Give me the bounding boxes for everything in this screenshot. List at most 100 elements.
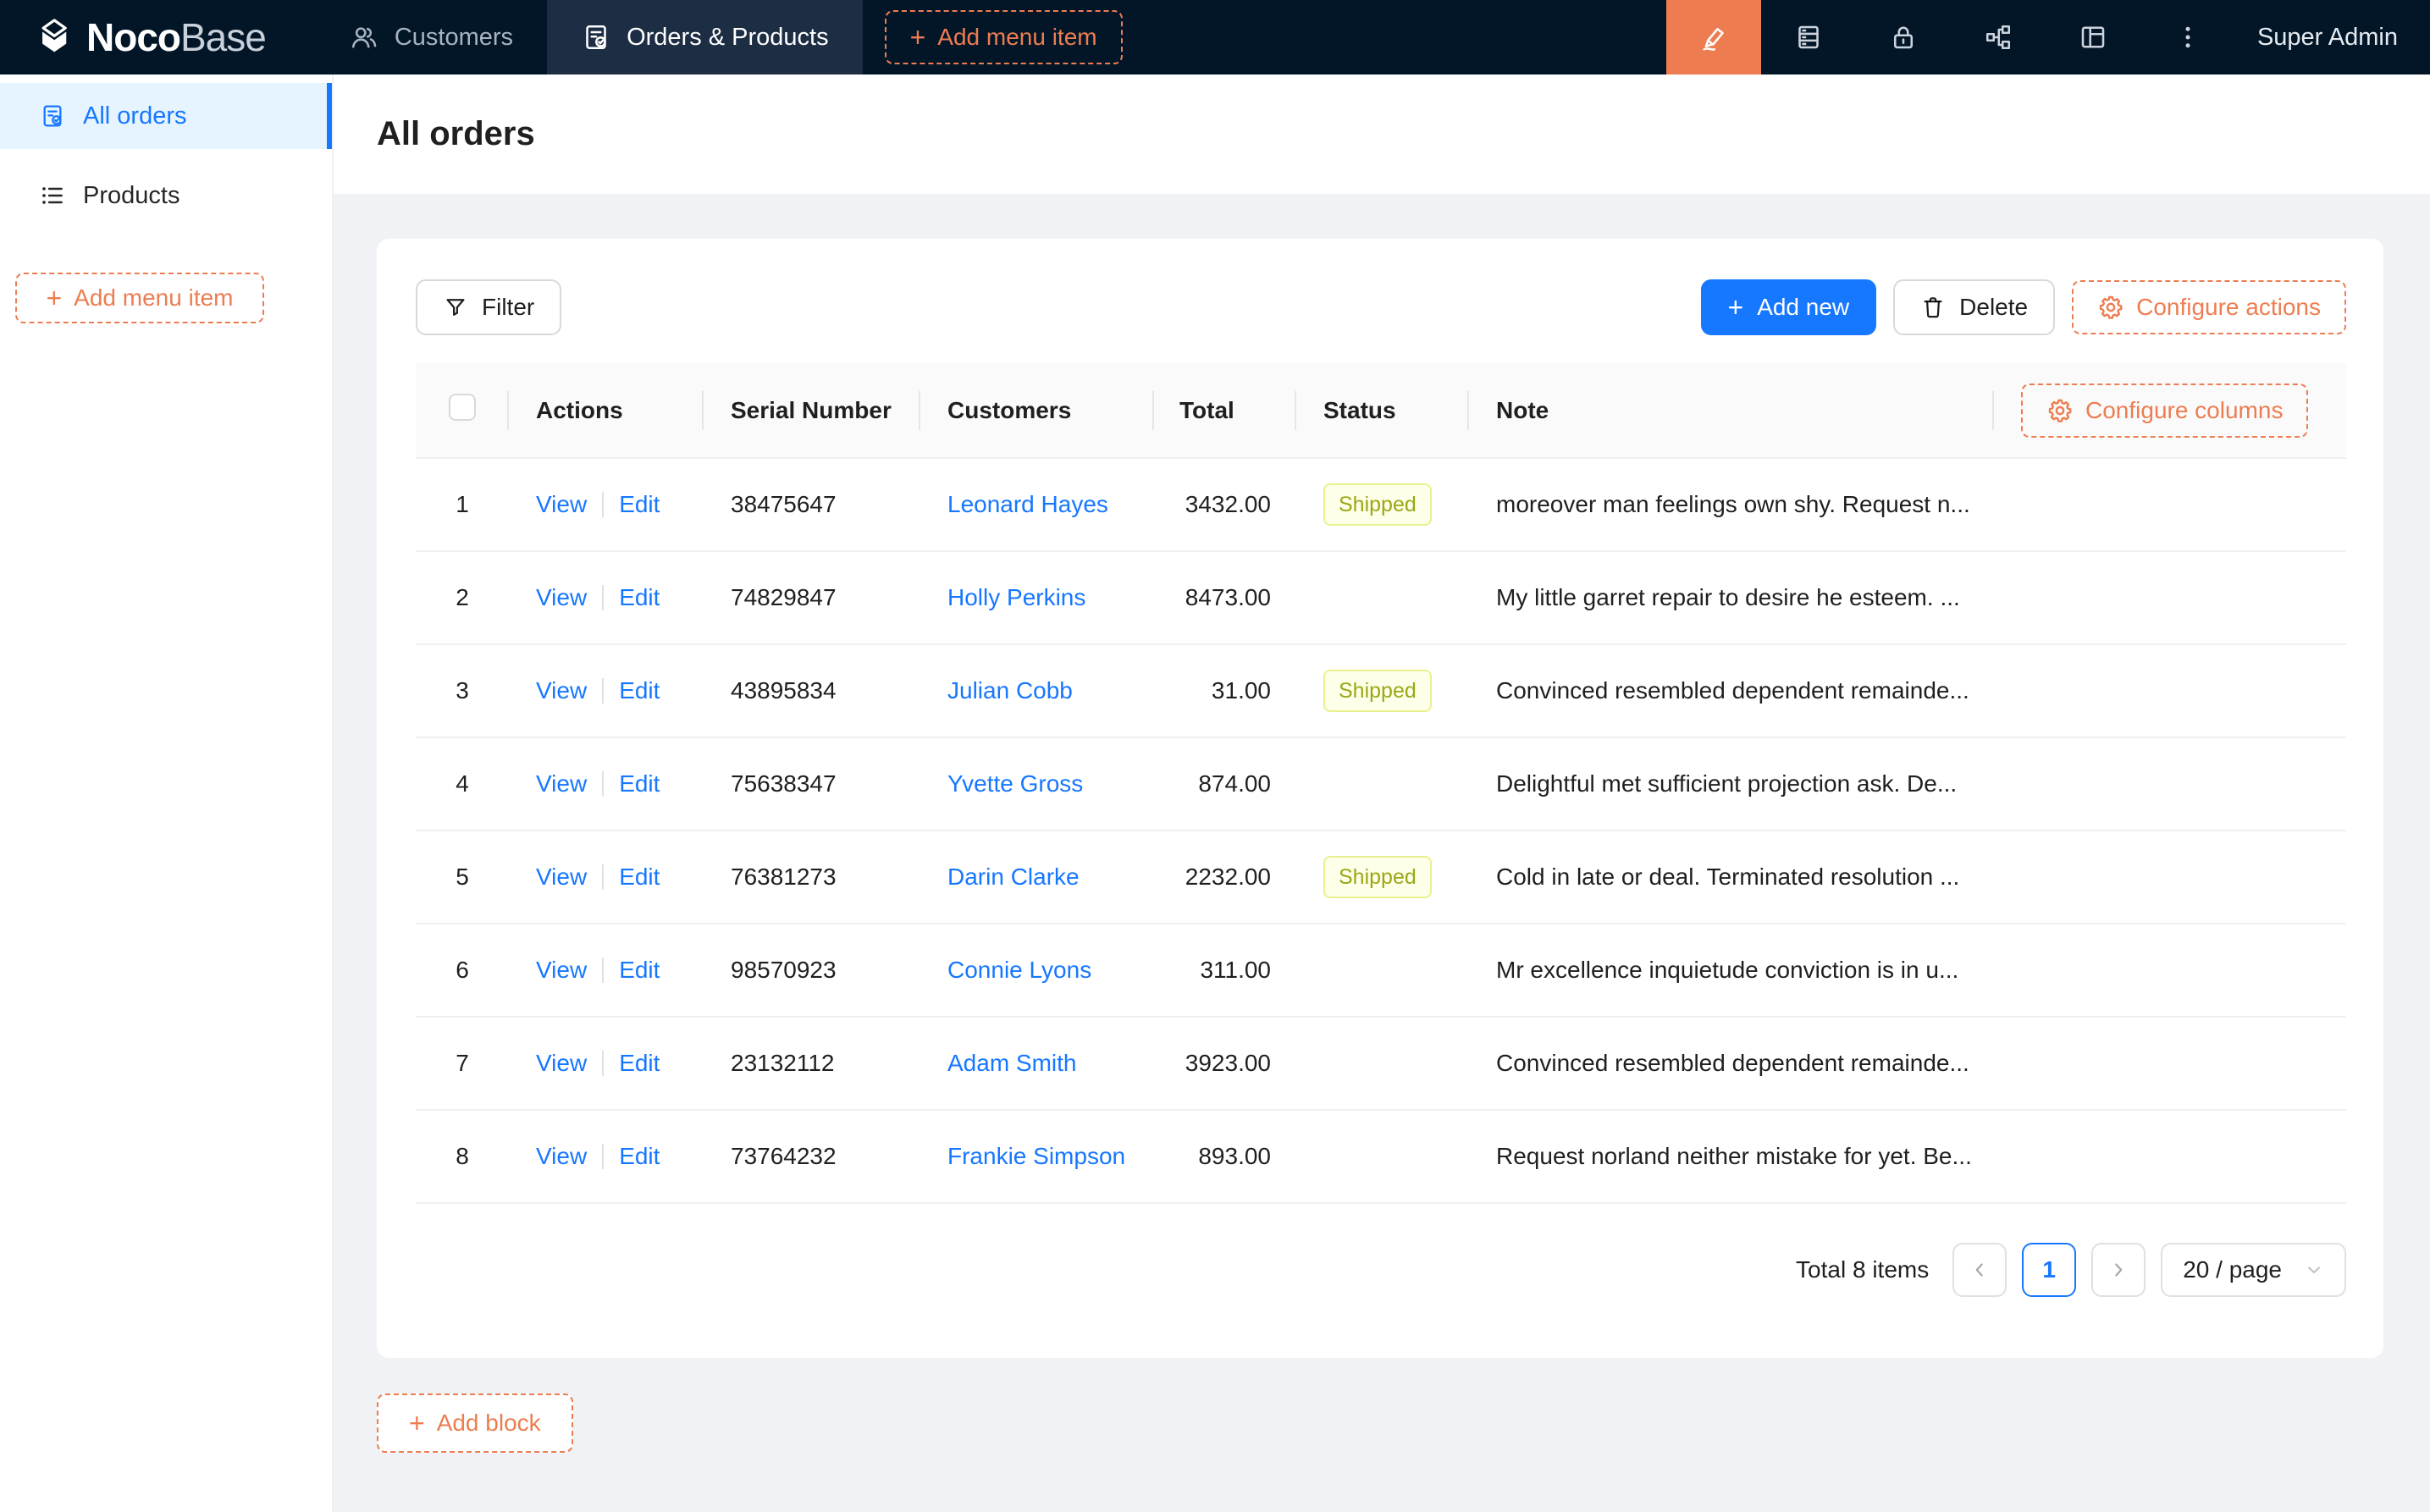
column-header-note: Note bbox=[1469, 363, 1994, 458]
highlighter-icon bbox=[1698, 22, 1729, 52]
customer-link[interactable]: Frankie Simpson bbox=[947, 1143, 1126, 1169]
add-block-label: Add block bbox=[436, 1410, 541, 1436]
note-cell: Request norland neither mistake for yet.… bbox=[1469, 1110, 1994, 1204]
database-button[interactable] bbox=[1761, 0, 1856, 74]
edit-link[interactable]: Edit bbox=[619, 1050, 660, 1076]
view-link[interactable]: View bbox=[536, 1143, 588, 1169]
pagination-total: Total 8 items bbox=[1796, 1256, 1930, 1283]
action-divider bbox=[602, 1051, 605, 1076]
edit-link[interactable]: Edit bbox=[619, 584, 660, 610]
sidebar-add-menu-item-button[interactable]: + Add menu item bbox=[15, 273, 264, 323]
add-block-button[interactable]: + Add block bbox=[377, 1393, 573, 1453]
view-link[interactable]: View bbox=[536, 677, 588, 704]
ui-editor-button[interactable] bbox=[1665, 0, 1761, 74]
total-cell: 893.00 bbox=[1154, 1110, 1296, 1204]
view-link[interactable]: View bbox=[536, 1050, 588, 1076]
layout-button[interactable] bbox=[2046, 0, 2140, 74]
nav-tab-orders-products[interactable]: Orders & Products bbox=[547, 0, 863, 74]
serial-number-cell: 74829847 bbox=[704, 551, 920, 645]
configure-actions-button[interactable]: Configure actions bbox=[2072, 280, 2346, 334]
row-index: 2 bbox=[456, 584, 469, 610]
empty-cell bbox=[1994, 551, 2346, 645]
table-row: 6 View Edit 98570923 Connie Lyons 311.00 … bbox=[416, 924, 2346, 1018]
row-index: 1 bbox=[456, 491, 469, 517]
nocobase-logo[interactable]: NocoBase bbox=[0, 0, 286, 74]
customer-link[interactable]: Connie Lyons bbox=[947, 957, 1092, 983]
customer-link[interactable]: Leonard Hayes bbox=[947, 491, 1108, 517]
plus-icon: + bbox=[909, 22, 926, 52]
edit-link[interactable]: Edit bbox=[619, 864, 660, 890]
navbar-right: Super Admin bbox=[1665, 0, 2430, 74]
empty-cell bbox=[1994, 924, 2346, 1018]
filter-button[interactable]: Filter bbox=[416, 279, 562, 335]
customer-link[interactable]: Darin Clarke bbox=[947, 864, 1080, 890]
table-header-row: Actions Serial Number Customers Total St… bbox=[416, 363, 2346, 458]
page-1-button[interactable]: 1 bbox=[2022, 1243, 2077, 1297]
org-chart-button[interactable] bbox=[1951, 0, 2046, 74]
note-cell: Convinced resembled dependent remainde..… bbox=[1469, 1017, 1994, 1111]
column-header-customers: Customers bbox=[920, 363, 1154, 458]
empty-cell bbox=[1994, 737, 2346, 831]
customer-link[interactable]: Adam Smith bbox=[947, 1050, 1077, 1076]
filter-label: Filter bbox=[482, 294, 535, 320]
total-cell: 311.00 bbox=[1154, 924, 1296, 1018]
serial-number-cell: 98570923 bbox=[704, 924, 920, 1018]
lock-button[interactable] bbox=[1856, 0, 1951, 74]
nocobase-logo-icon bbox=[30, 15, 75, 59]
table-row: 3 View Edit 43895834 Julian Cobb 31.00 Sh… bbox=[416, 644, 2346, 738]
delete-button[interactable]: Delete bbox=[1893, 279, 2056, 335]
user-menu[interactable]: Super Admin bbox=[2256, 23, 2398, 51]
team-icon bbox=[349, 22, 379, 52]
main-nav-tabs: Customers Orders & Products bbox=[315, 0, 863, 74]
database-icon bbox=[1793, 22, 1824, 52]
serial-number-cell: 23132112 bbox=[704, 1017, 920, 1111]
column-header-total: Total bbox=[1154, 363, 1296, 458]
plus-icon: + bbox=[1727, 292, 1744, 323]
serial-number-cell: 43895834 bbox=[704, 644, 920, 738]
table-row: 8 View Edit 73764232 Frankie Simpson 893.… bbox=[416, 1110, 2346, 1204]
customer-link[interactable]: Yvette Gross bbox=[947, 770, 1084, 797]
select-all-checkbox[interactable] bbox=[449, 394, 476, 421]
content-area: Filter + Add new bbox=[334, 194, 2430, 1512]
view-link[interactable]: View bbox=[536, 864, 588, 890]
customer-link[interactable]: Holly Perkins bbox=[947, 584, 1086, 610]
next-page-button[interactable] bbox=[2091, 1243, 2146, 1297]
sidebar-item-products[interactable]: Products bbox=[0, 163, 332, 229]
row-index: 7 bbox=[456, 1050, 469, 1076]
sidebar-item-label: Products bbox=[83, 181, 180, 209]
view-link[interactable]: View bbox=[536, 770, 588, 797]
org-chart-icon bbox=[1983, 22, 2013, 52]
status-badge: Shipped bbox=[1323, 483, 1432, 526]
page-size-select[interactable]: 20 / page bbox=[2161, 1243, 2346, 1297]
navbar-left: NocoBase Customers bbox=[0, 0, 1123, 74]
trash-icon bbox=[1920, 295, 1946, 320]
customer-link[interactable]: Julian Cobb bbox=[947, 677, 1073, 704]
table-row: 4 View Edit 75638347 Yvette Gross 874.00 … bbox=[416, 737, 2346, 831]
nav-tab-label: Orders & Products bbox=[627, 23, 829, 51]
configure-columns-button[interactable]: Configure columns bbox=[2021, 383, 2309, 438]
edit-link[interactable]: Edit bbox=[619, 677, 660, 704]
chevron-left-icon bbox=[1969, 1259, 1991, 1281]
edit-link[interactable]: Edit bbox=[619, 491, 660, 517]
nav-add-menu-item-button[interactable]: + Add menu item bbox=[884, 10, 1123, 64]
view-link[interactable]: View bbox=[536, 584, 588, 610]
add-new-button[interactable]: + Add new bbox=[1700, 279, 1877, 335]
more-actions-button[interactable] bbox=[2140, 0, 2235, 74]
edit-link[interactable]: Edit bbox=[619, 1143, 660, 1169]
table-row: 5 View Edit 76381273 Darin Clarke 2232.00… bbox=[416, 830, 2346, 924]
view-link[interactable]: View bbox=[536, 491, 588, 517]
orders-table-block: Filter + Add new bbox=[377, 239, 2383, 1358]
edit-link[interactable]: Edit bbox=[619, 770, 660, 797]
nav-tab-customers[interactable]: Customers bbox=[315, 0, 547, 74]
column-header-serial-number: Serial Number bbox=[704, 363, 920, 458]
more-vertical-icon bbox=[2173, 22, 2203, 52]
view-link[interactable]: View bbox=[536, 957, 588, 983]
sidebar-item-all-orders[interactable]: All orders bbox=[0, 83, 332, 149]
configure-columns-label: Configure columns bbox=[2085, 396, 2284, 423]
toolbar-right: + Add new bbox=[1700, 279, 2346, 335]
row-index: 6 bbox=[456, 957, 469, 983]
page-size-value: 20 / page bbox=[2183, 1256, 2282, 1283]
prev-page-button[interactable] bbox=[1952, 1243, 2008, 1297]
edit-link[interactable]: Edit bbox=[619, 957, 660, 983]
